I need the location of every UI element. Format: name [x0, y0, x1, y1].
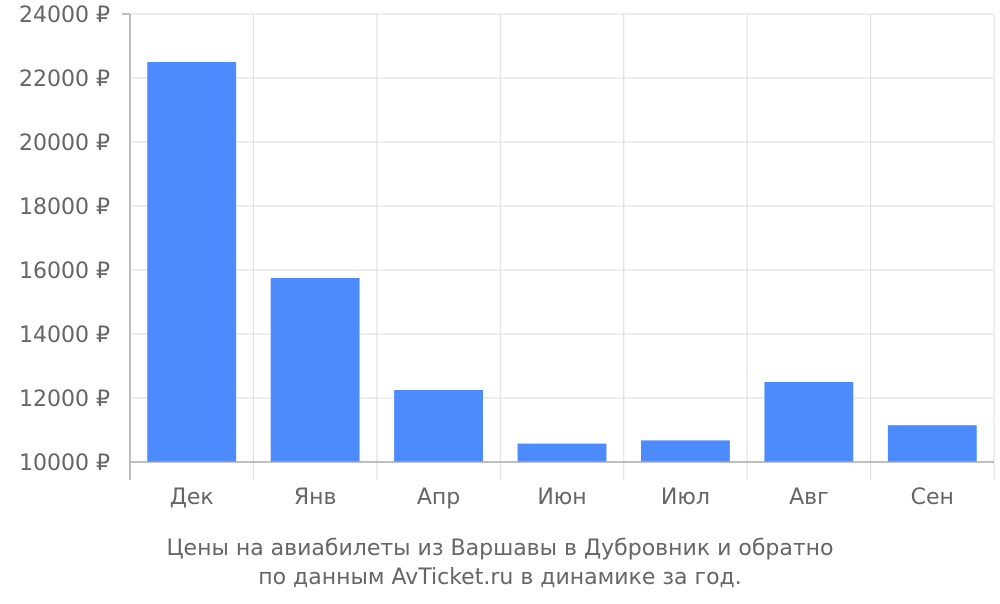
y-tick-label-7: 24000 ₽ — [19, 3, 110, 28]
x-tick-label-6: Сен — [911, 485, 954, 510]
bars-layer — [147, 62, 977, 462]
caption: Цены на авиабилеты из Варшавы в Дубровни… — [166, 536, 833, 590]
y-tick-label-6: 22000 ₽ — [19, 67, 110, 92]
caption-line-2: по данным AvTicket.ru в динамике за год. — [258, 565, 742, 590]
bar-0 — [147, 62, 237, 462]
x-tick-label-5: Авг — [789, 485, 829, 510]
y-tick-label-0: 10000 ₽ — [19, 451, 110, 476]
bar-6 — [887, 425, 977, 462]
y-tick-label-5: 20000 ₽ — [19, 131, 110, 156]
bar-4 — [640, 440, 730, 462]
x-tick-label-2: Апр — [417, 485, 460, 510]
bar-3 — [517, 443, 607, 462]
y-tick-label-4: 18000 ₽ — [19, 195, 110, 220]
x-tick-label-3: Июн — [537, 485, 586, 510]
y-tick-label-2: 14000 ₽ — [19, 323, 110, 348]
bar-5 — [764, 382, 854, 462]
labels-layer: 10000 ₽ 12000 ₽ 14000 ₽ 16000 ₽ 18000 ₽ 20000… — [19, 3, 954, 510]
y-tick-label-3: 16000 ₽ — [19, 259, 110, 284]
bar-2 — [394, 390, 484, 462]
caption-line-1: Цены на авиабилеты из Варшавы в Дубровни… — [166, 536, 833, 561]
axis-layer — [122, 13, 994, 480]
grid-layer — [130, 13, 995, 480]
x-tick-label-1: Янв — [294, 485, 337, 510]
y-tick-label-1: 12000 ₽ — [19, 387, 110, 412]
x-tick-label-4: Июл — [661, 485, 710, 510]
x-tick-label-0: Дек — [170, 485, 214, 510]
bar-1 — [270, 278, 360, 462]
